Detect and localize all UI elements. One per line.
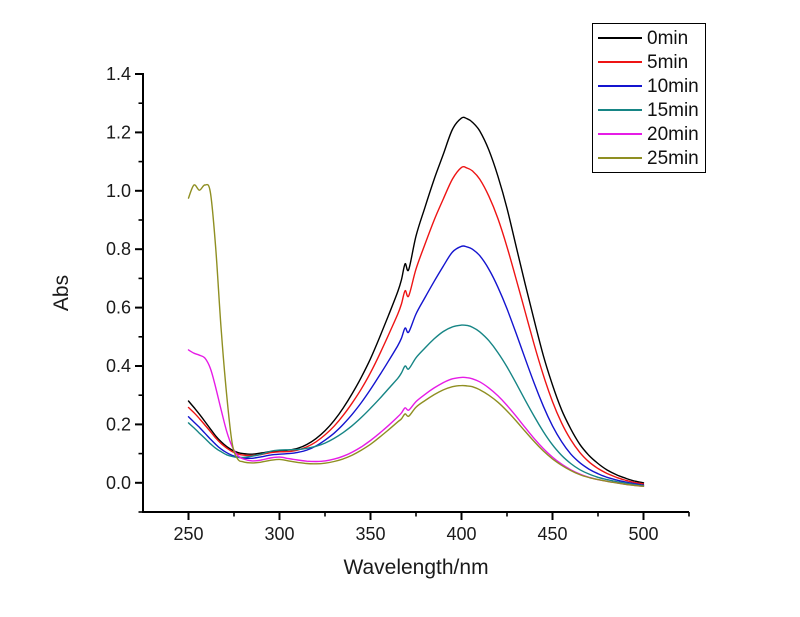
y-tick-label: 1.0 — [106, 181, 131, 201]
series-curve-15min — [187, 324, 645, 487]
legend-item-0min: 0min — [593, 27, 705, 50]
legend-item-25min: 25min — [593, 147, 705, 170]
x-tick-label: 250 — [173, 524, 203, 544]
x-tick-label: 400 — [446, 524, 476, 544]
y-tick-label: 1.4 — [106, 64, 131, 84]
series-curve-10min — [187, 245, 645, 486]
legend-item-10min: 10min — [593, 75, 705, 98]
y-axis-title: Abs — [50, 275, 73, 311]
legend-label: 5min — [647, 51, 689, 73]
legend: 0min 5min 10min 15min 20min 25min — [592, 23, 706, 173]
x-tick-label: 500 — [628, 524, 658, 544]
legend-line-swatch — [598, 37, 642, 39]
legend-label: 20min — [647, 123, 699, 145]
x-tick-label: 350 — [355, 524, 385, 544]
y-tick-label: 0.2 — [106, 414, 131, 434]
legend-label: 15min — [647, 99, 699, 121]
y-tick-label: 0.8 — [106, 239, 131, 259]
legend-line-swatch — [598, 133, 642, 135]
legend-line-swatch — [598, 157, 642, 159]
y-tick-label: 0.0 — [106, 473, 131, 493]
legend-item-5min: 5min — [593, 51, 705, 74]
series-curve-25min — [187, 183, 645, 487]
y-tick-label: 0.4 — [106, 356, 131, 376]
series-curve-20min — [187, 349, 645, 487]
legend-line-swatch — [598, 61, 642, 63]
x-axis-title: Wavelength/nm — [343, 556, 488, 579]
series-curve-5min — [187, 165, 645, 485]
series-curve-0min — [187, 116, 645, 484]
y-tick-label: 1.2 — [106, 122, 131, 142]
legend-label: 25min — [647, 147, 699, 169]
legend-item-15min: 15min — [593, 99, 705, 122]
x-tick-label: 450 — [537, 524, 567, 544]
legend-item-20min: 20min — [593, 123, 705, 146]
x-tick-label: 300 — [264, 524, 294, 544]
legend-line-swatch — [598, 109, 642, 111]
y-tick-label: 0.6 — [106, 298, 131, 318]
legend-label: 0min — [647, 27, 689, 49]
legend-label: 10min — [647, 75, 699, 97]
legend-line-swatch — [598, 85, 642, 87]
